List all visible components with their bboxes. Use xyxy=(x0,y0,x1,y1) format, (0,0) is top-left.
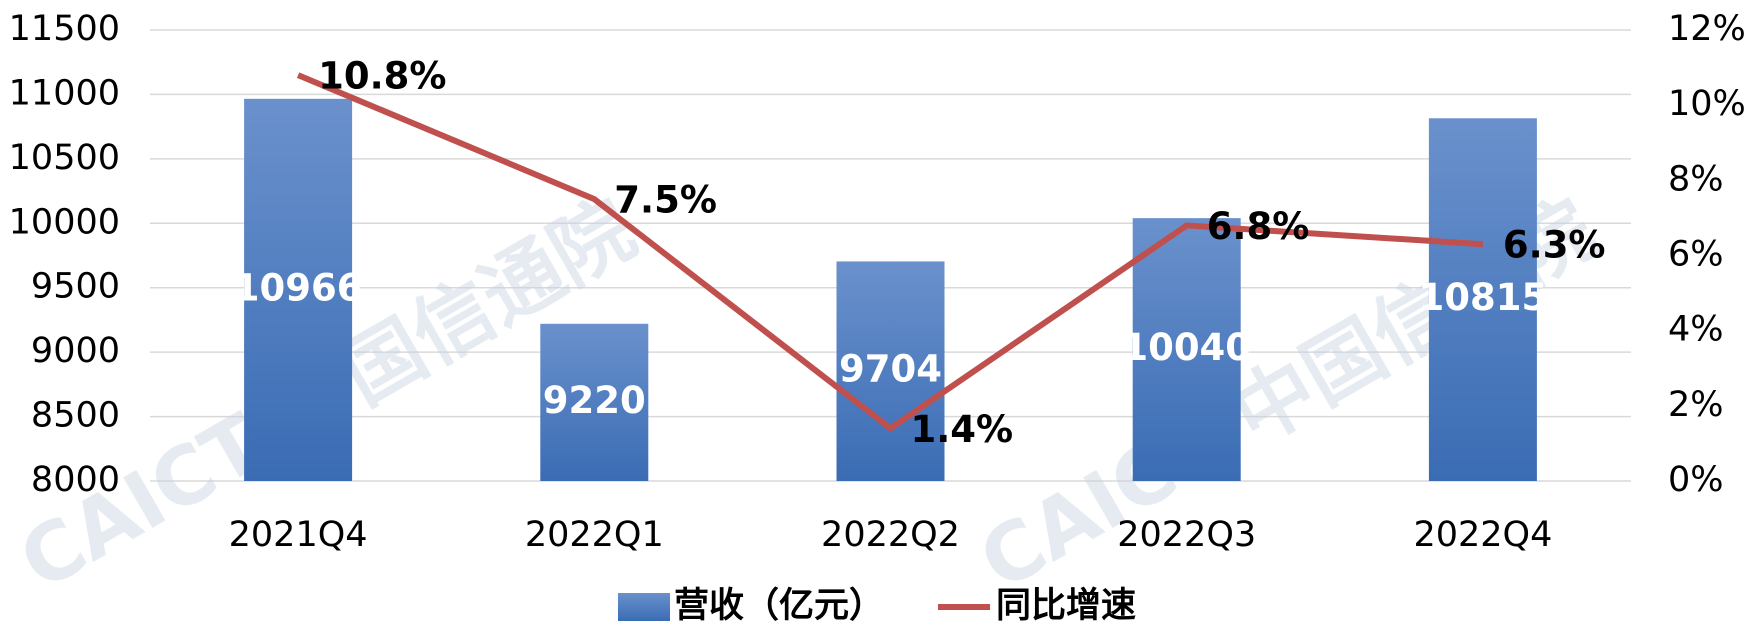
y2-tick-label: 10% xyxy=(1668,84,1746,124)
y-tick-label: 11000 xyxy=(9,73,120,113)
x-tick-label: 2022Q2 xyxy=(821,515,960,555)
legend-swatch xyxy=(618,593,670,621)
bar xyxy=(540,323,649,481)
y2-tick-label: 0% xyxy=(1668,460,1724,500)
line-value-label: 7.5% xyxy=(614,179,717,222)
line-value-label: 10.8% xyxy=(318,55,446,98)
bar-value-label: 10966 xyxy=(234,266,363,309)
x-tick-label: 2022Q4 xyxy=(1413,515,1552,555)
line-value-label: 1.4% xyxy=(911,408,1014,451)
legend-label: 同比增速 xyxy=(996,586,1136,626)
y2-tick-label: 12% xyxy=(1668,9,1746,49)
y2-tick-label: 6% xyxy=(1668,235,1724,275)
bar-value-label: 9220 xyxy=(543,379,646,422)
x-tick-label: 2021Q4 xyxy=(229,515,368,555)
line xyxy=(296,72,1484,432)
y-tick-label: 9000 xyxy=(31,331,120,371)
line-value-label: 6.8% xyxy=(1207,205,1310,248)
x-tick-label: 2022Q1 xyxy=(525,515,664,555)
bar-value-label: 10040 xyxy=(1122,326,1251,369)
bar-value-label: 9704 xyxy=(839,348,942,391)
y2-tick-label: 8% xyxy=(1668,159,1724,199)
y-tick-label: 10500 xyxy=(9,138,120,178)
bar xyxy=(1132,218,1241,482)
line-value-label: 6.3% xyxy=(1503,224,1606,267)
x-tick-label: 2022Q3 xyxy=(1117,515,1256,555)
legend-label: 营收（亿元） xyxy=(674,586,884,626)
bar xyxy=(836,261,945,481)
bar-value-label: 10815 xyxy=(1419,276,1548,319)
y-tick-label: 8500 xyxy=(31,396,120,436)
y-tick-label: 11500 xyxy=(9,9,120,49)
bar xyxy=(1428,118,1537,481)
y-tick-label: 9500 xyxy=(31,267,120,307)
y2-tick-label: 2% xyxy=(1668,385,1724,425)
y-tick-label: 8000 xyxy=(31,460,120,500)
y-tick-label: 10000 xyxy=(9,202,120,242)
y2-tick-label: 4% xyxy=(1668,310,1724,350)
bar xyxy=(244,98,353,481)
